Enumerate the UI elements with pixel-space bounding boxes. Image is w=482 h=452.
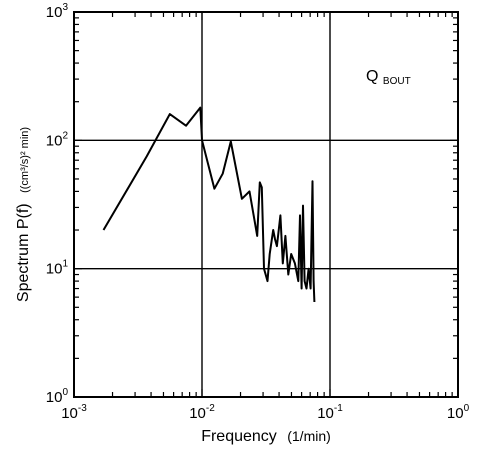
y-tick-exponent: 2 — [62, 130, 68, 141]
tick-marks — [73, 12, 458, 398]
series-layer — [102, 106, 316, 303]
x-tick-exponent: -2 — [206, 403, 215, 414]
x-tick-exponent: 0 — [464, 403, 470, 414]
x-tick-base: 10 — [189, 405, 206, 422]
x-tick-base: 10 — [447, 405, 464, 422]
y-axis-title: Spectrum P(f) ((cm³/s)² min) — [15, 127, 32, 302]
y-tick-base: 10 — [46, 261, 63, 278]
series-annotation: Q BOUT — [366, 68, 411, 87]
x-tick-label: 10-3 — [61, 403, 87, 422]
y-axis-unit: ((cm³/s)² min) — [19, 127, 31, 193]
plot-frame — [73, 11, 459, 398]
x-tick-base: 10 — [61, 405, 78, 422]
annotation-main: Q — [366, 68, 378, 85]
y-tick-label: 103 — [46, 2, 69, 21]
annotation-sub: BOUT — [383, 76, 411, 87]
y-axis-title-text: Spectrum P(f) — [15, 203, 32, 302]
x-axis-title: Frequency (1/min) — [201, 428, 331, 445]
x-tick-label: 100 — [447, 403, 470, 422]
y-tick-base: 10 — [46, 132, 63, 149]
x-axis-unit: (1/min) — [287, 428, 331, 444]
x-tick-exponent: -1 — [334, 403, 343, 414]
y-tick-label: 100 — [46, 387, 69, 406]
x-axis-title-text: Frequency — [201, 428, 277, 445]
y-tick-label: 101 — [46, 259, 69, 278]
y-tick-exponent: 1 — [62, 259, 68, 270]
x-tick-labels: 10-3 10-2 10-1 100 — [61, 403, 469, 422]
y-tick-base: 10 — [46, 4, 63, 21]
x-tick-exponent: -3 — [78, 403, 87, 414]
x-tick-label: 10-2 — [189, 403, 215, 422]
spectrum-series-line — [102, 106, 316, 303]
x-tick-label: 10-1 — [317, 403, 343, 422]
y-tick-label: 102 — [46, 130, 69, 149]
y-tick-exponent: 0 — [62, 387, 68, 398]
grid-lines — [74, 12, 458, 397]
x-tick-base: 10 — [317, 405, 334, 422]
y-tick-exponent: 3 — [62, 2, 68, 13]
y-tick-base: 10 — [46, 389, 63, 406]
